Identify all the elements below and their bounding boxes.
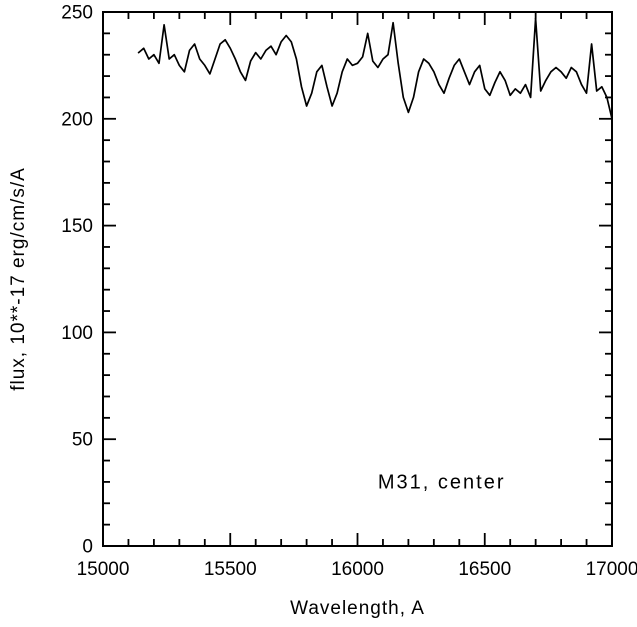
annotation-m31-center: M31, center <box>378 471 506 493</box>
x-tick-label: 15000 <box>77 559 130 580</box>
y-axis-label: flux, 10**-17 erg/cm/s/A <box>8 167 29 391</box>
x-tick-label: 17000 <box>586 559 637 580</box>
y-tick-label: 150 <box>61 216 93 237</box>
plot-frame <box>102 11 613 547</box>
x-tick-label: 16500 <box>458 559 511 580</box>
y-tick-label: 100 <box>61 323 93 344</box>
y-tick-label: 0 <box>82 537 93 558</box>
x-tick-label: 15500 <box>204 559 257 580</box>
tick-labels: 15000 15500 16000 16500 17000 0 50 100 150 200 250 <box>61 3 637 581</box>
x-tick-label: 16000 <box>331 559 384 580</box>
y-tick-label: 200 <box>61 109 93 130</box>
x-axis-label: Wavelength, A <box>290 598 425 619</box>
y-tick-label: 250 <box>61 3 93 24</box>
spectrum-line <box>137 17 613 120</box>
y-tick-label: 50 <box>72 430 93 451</box>
axis-ticks <box>102 11 613 547</box>
